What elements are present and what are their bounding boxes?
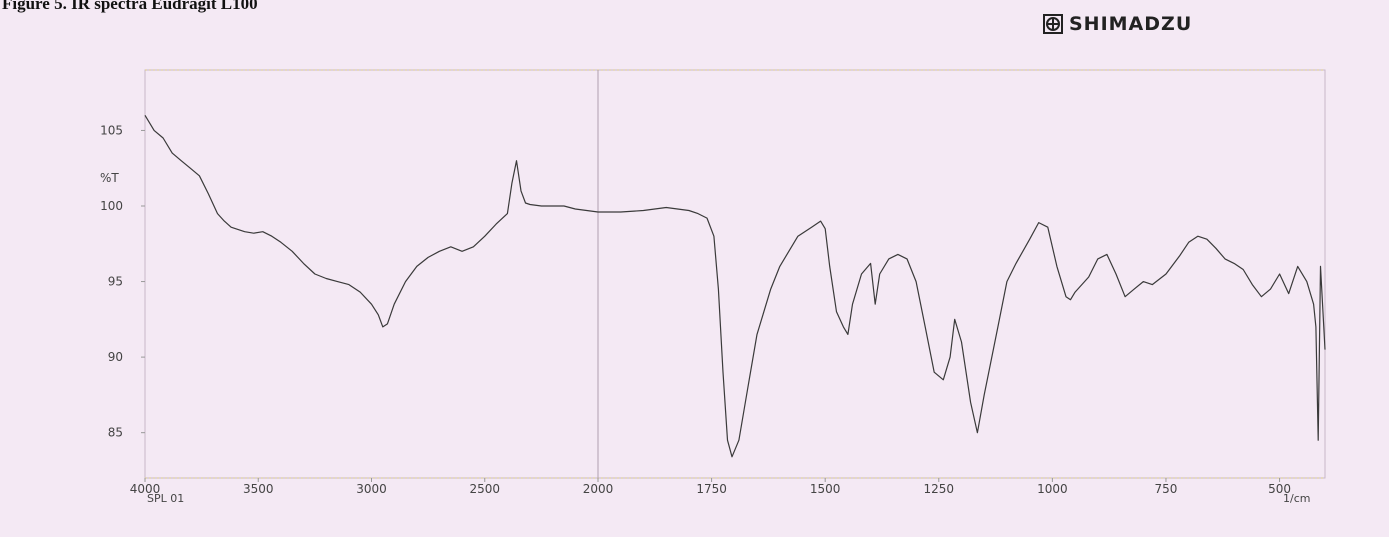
x-tick-label: 3500	[243, 482, 274, 496]
y-tick-label: 100	[100, 199, 123, 213]
y-tick-label: 95	[108, 275, 123, 289]
plot-frame	[144, 69, 1326, 479]
shimadzu-logo-icon	[1043, 14, 1063, 34]
sample-label: SPL 01	[147, 492, 184, 505]
x-tick-label: 3000	[356, 482, 387, 496]
figure-caption: Figure 5. IR spectra Eudragit L100	[2, 0, 258, 13]
brand-logo: SHIMADZU	[1043, 12, 1192, 36]
y-tick-label: 105	[100, 123, 123, 137]
x-tick-label: 2500	[469, 482, 500, 496]
brand-name: SHIMADZU	[1069, 13, 1193, 35]
y-tick-label: 90	[108, 350, 123, 364]
x-tick-label: 1000	[1037, 482, 1068, 496]
x-tick-label: 500	[1268, 482, 1291, 496]
x-tick-label: 4000	[130, 482, 161, 496]
x-tick-label: 1750	[696, 482, 727, 496]
x-tick-label: 2000	[583, 482, 614, 496]
y-axis-label: %T	[100, 171, 119, 185]
spectrum-line	[144, 114, 1326, 458]
x-tick-label: 1500	[810, 482, 841, 496]
x-tick-label: 750	[1155, 482, 1178, 496]
y-tick-label: 85	[108, 426, 123, 440]
x-tick-label: 1250	[924, 482, 955, 496]
x-axis-unit-label: 1/cm	[1283, 492, 1310, 505]
